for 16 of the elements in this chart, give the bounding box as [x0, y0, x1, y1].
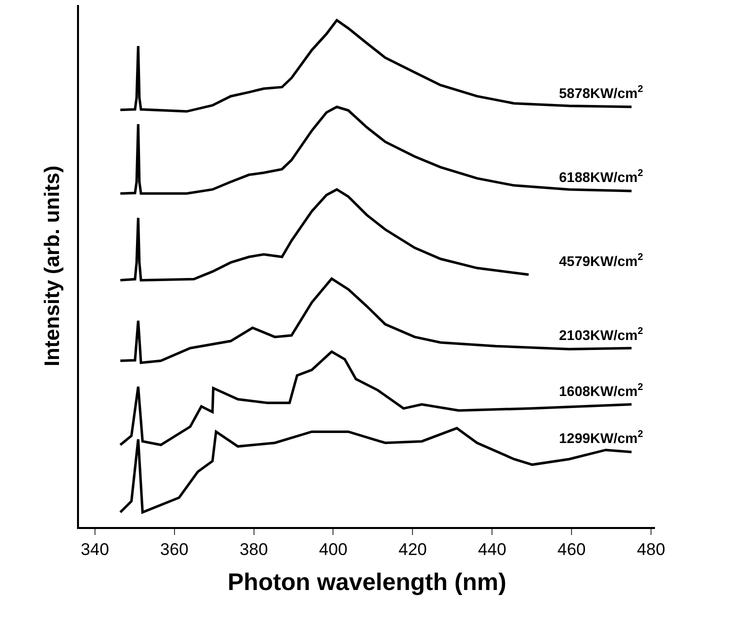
x-tick-label: 460 — [557, 540, 586, 560]
series-label: 1608KW/cm$^{2}$ — [559, 382, 644, 399]
x-tick-label: 420 — [398, 540, 427, 560]
series-label: 2103KW/cm$^{2}$ — [559, 326, 644, 343]
x-tick-label: 360 — [160, 540, 189, 560]
series-label: 5878KW/cm$^{2}$ — [559, 84, 644, 101]
x-tick-label: 480 — [636, 540, 666, 560]
text: 4579KW/cm$^{2}$ — [559, 252, 644, 269]
series-label: 1299KW/cm$^{2}$ — [559, 429, 644, 446]
x-tick-label: 400 — [319, 540, 348, 560]
series-label: 6188KW/cm$^{2}$ — [559, 168, 644, 185]
x-tick-label: 440 — [478, 540, 506, 560]
x-axis-title: Photon wavelength (nm) — [228, 568, 506, 596]
y-axis-title: Intensity (arb. units) — [40, 166, 64, 366]
x-tick-label: 340 — [80, 540, 110, 560]
x-tick-label: 380 — [240, 540, 268, 560]
